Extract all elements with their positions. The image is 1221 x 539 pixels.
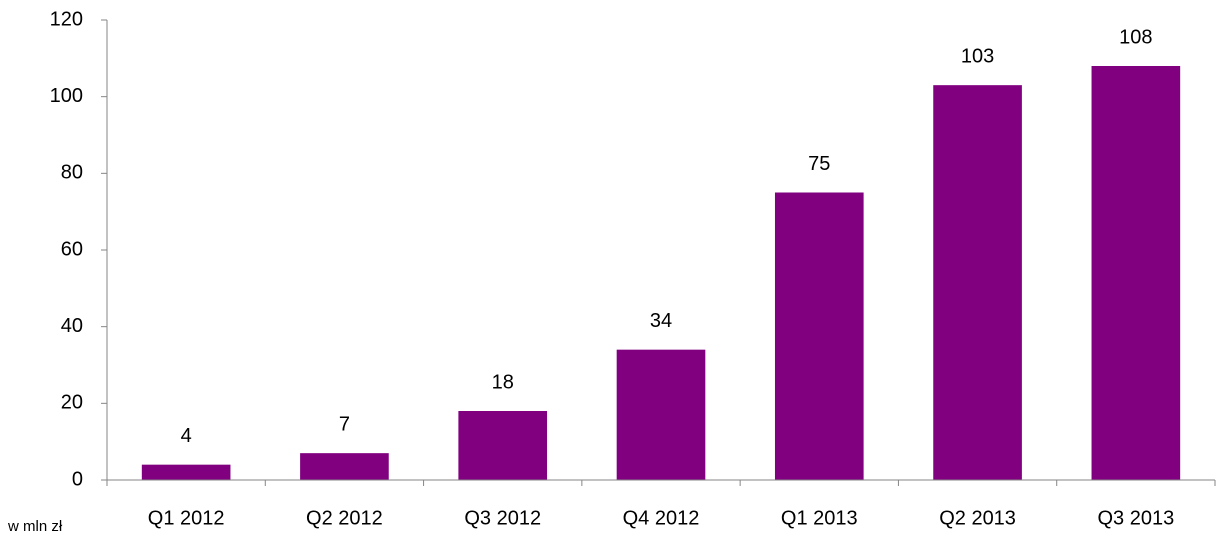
y-tick-label: 60 [61, 238, 83, 260]
data-label: 108 [1119, 26, 1152, 48]
y-tick-label: 100 [50, 85, 83, 107]
x-tick-label: Q4 2012 [623, 507, 700, 529]
data-label: 75 [808, 153, 830, 175]
x-tick-label: Q1 2012 [148, 507, 225, 529]
x-tick-label: Q2 2013 [939, 507, 1016, 529]
y-tick-label: 20 [61, 392, 83, 414]
x-tick-label: Q3 2013 [1097, 507, 1174, 529]
data-label: 18 [492, 371, 514, 393]
x-tick-label: Q2 2012 [306, 507, 383, 529]
bar [1091, 66, 1181, 480]
x-tick-label: Q3 2012 [464, 507, 541, 529]
x-tick-label: Q1 2013 [781, 507, 858, 529]
unit-note: w mln zł [7, 518, 63, 535]
bar [141, 464, 231, 480]
data-label: 4 [181, 425, 192, 447]
bar [616, 349, 706, 480]
data-label: 7 [339, 413, 350, 435]
bar [458, 411, 548, 480]
y-tick-label: 80 [61, 162, 83, 184]
y-tick-label: 0 [72, 468, 83, 490]
data-label: 34 [650, 310, 672, 332]
bar [774, 192, 864, 480]
data-label: 103 [961, 45, 994, 67]
y-tick-label: 120 [50, 8, 83, 30]
y-tick-label: 40 [61, 315, 83, 337]
bar [300, 453, 389, 480]
bar [933, 85, 1022, 481]
